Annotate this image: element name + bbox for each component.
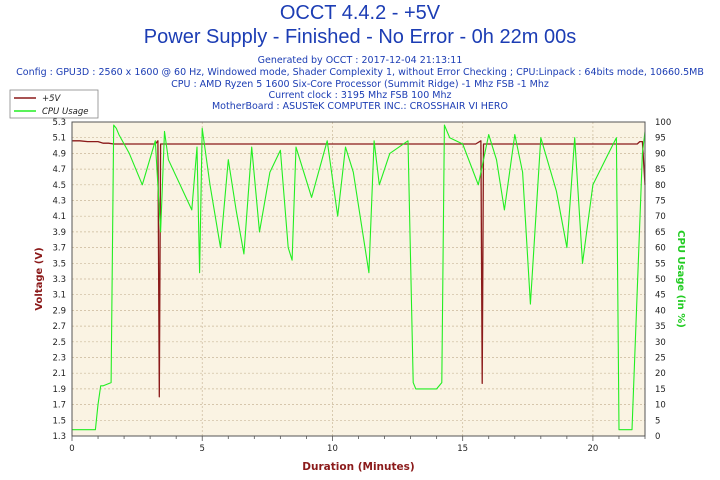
y2-tick-label: 35 <box>655 322 666 332</box>
x-tick-label: 5 <box>200 444 205 454</box>
clock-line: Current clock : 3195 Mhz FSB 100 Mhz <box>268 90 452 101</box>
y-tick-label: 4.3 <box>52 197 66 207</box>
cpu-usage-line <box>72 124 646 431</box>
legend: +5V CPU Usage <box>9 89 99 119</box>
x-tick-label: 10 <box>327 444 338 454</box>
legend-label: +5V <box>42 94 62 104</box>
y2-tick-label: 25 <box>655 354 666 364</box>
y2-tick-label: 80 <box>655 181 666 191</box>
x-tick-label: 0 <box>69 444 74 454</box>
y2-tick-label: 20 <box>655 369 666 379</box>
generated-line: Generated by OCCT : 2017-12-04 21:13:11 <box>257 55 463 66</box>
chart-title: OCCT 4.4.2 - +5V <box>279 2 441 24</box>
y2-tick-label: 55 <box>655 259 666 269</box>
y2-tick-label: 30 <box>655 338 666 348</box>
y2-tick-label: 85 <box>655 165 666 175</box>
y-tick-label: 2.1 <box>52 369 66 379</box>
y-tick-label: 4.1 <box>52 212 66 222</box>
y-axis-label: Voltage (V) <box>34 247 45 310</box>
y2-tick-label: 70 <box>655 212 666 222</box>
y2-tick-label: 10 <box>655 401 666 411</box>
y-tick-label: 3.1 <box>52 291 66 301</box>
y2-tick-label: 60 <box>655 244 666 254</box>
y-tick-label: 3.9 <box>52 228 66 238</box>
cpu-line: CPU : AMD Ryzen 5 1600 Six-Core Processo… <box>171 79 549 90</box>
y-tick-label: 1.9 <box>52 385 66 395</box>
y2-tick-label: 45 <box>655 291 666 301</box>
y2-tick-label: 90 <box>655 149 666 159</box>
y-tick-label: 2.7 <box>52 322 66 332</box>
y-tick-label: 3.7 <box>52 244 66 254</box>
y-tick-label: 2.5 <box>52 338 66 348</box>
chart-subtitle: Power Supply - Finished - No Error - 0h … <box>143 26 577 48</box>
legend-label: CPU Usage <box>42 107 88 117</box>
y2-axis-label: CPU Usage (in %) <box>675 230 686 328</box>
y2-tick-label: 75 <box>655 197 666 207</box>
y-tick-label: 2.3 <box>52 354 66 364</box>
y-tick-label: 3.5 <box>52 259 66 269</box>
y2-tick-label: 40 <box>655 306 666 316</box>
y-tick-label: 1.7 <box>52 401 66 411</box>
y2-tick-label: 0 <box>655 432 660 442</box>
y-tick-label: 5.1 <box>52 134 66 144</box>
y-tick-label: 1.5 <box>52 416 66 426</box>
axis-ticks: 1.3 1.5 1.7 1.9 2.1 2.3 2.5 2.7 2.9 3.1 3.3 3.5 3.7 3… <box>52 118 671 454</box>
motherboard-line: MotherBoard : ASUSTeK COMPUTER INC.: CRO… <box>211 101 509 112</box>
series-layer <box>72 124 646 431</box>
y-tick-label: 4.9 <box>52 149 66 159</box>
config-line: Config : GPU3D : 2560 x 1600 @ 60 Hz, Wi… <box>16 67 704 78</box>
x-tick-label: 15 <box>457 444 468 454</box>
voltage-line <box>72 140 646 398</box>
x-axis-label: Duration (Minutes) <box>302 461 414 473</box>
x-tick-label: 20 <box>587 444 598 454</box>
y2-tick-label: 100 <box>655 118 671 128</box>
y2-tick-label: 50 <box>655 275 666 285</box>
y-tick-label: 1.3 <box>52 432 66 442</box>
y-tick-label: 3.3 <box>52 275 66 285</box>
y2-tick-label: 15 <box>655 385 666 395</box>
y2-tick-label: 95 <box>655 134 666 144</box>
y2-tick-label: 5 <box>655 416 660 426</box>
legend-box <box>9 89 99 119</box>
y-tick-label: 2.9 <box>52 306 66 316</box>
y-tick-label: 4.5 <box>52 181 66 191</box>
y-tick-label: 5.3 <box>52 118 66 128</box>
y2-tick-label: 65 <box>655 228 666 238</box>
y-tick-label: 4.7 <box>52 165 66 175</box>
